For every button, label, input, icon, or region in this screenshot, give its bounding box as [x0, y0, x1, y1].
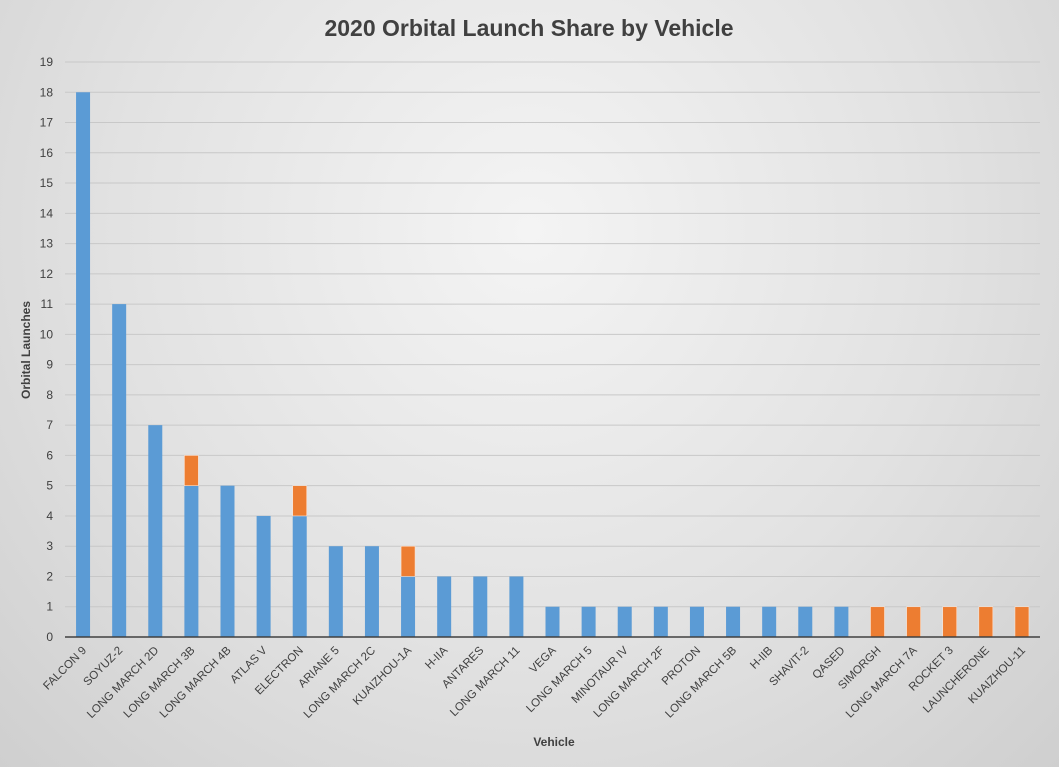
y-tick-label: 8 — [46, 388, 53, 402]
x-tick-label: QASED — [811, 645, 848, 682]
x-axis-label: Vehicle — [533, 735, 575, 749]
bar-segment — [1014, 606, 1030, 638]
bar-segment — [509, 576, 524, 637]
bar-segment — [76, 92, 91, 637]
x-tick-label: LONG MARCH 5B — [663, 644, 739, 720]
x-tick-label: LONG MARCH 4B — [158, 644, 234, 720]
y-tick-label: 18 — [40, 85, 54, 99]
gridlines — [65, 61, 1040, 608]
bar-segment — [184, 485, 199, 637]
bars — [76, 92, 1030, 638]
x-tick-label: VEGA — [528, 644, 559, 675]
bar-segment — [834, 606, 849, 637]
x-tick-label: H-IIA — [423, 644, 450, 671]
x-tick-label: SHAVIT-2 — [767, 645, 811, 689]
y-tick-label: 13 — [40, 237, 54, 251]
y-tick-label: 19 — [40, 55, 54, 69]
bar-segment — [689, 606, 704, 637]
bar-segment — [726, 606, 741, 637]
y-tick-label: 12 — [40, 267, 54, 281]
x-tick-label: LAUNCHERONE — [921, 644, 992, 715]
y-tick-label: 9 — [46, 358, 53, 372]
bar-segment — [617, 606, 632, 637]
y-tick-label: 17 — [40, 116, 54, 130]
bar-segment — [581, 606, 596, 637]
x-tick-label: LONG MARCH 5 — [524, 645, 594, 715]
y-axis-label: Orbital Launches — [19, 301, 33, 399]
bar-segment — [978, 606, 994, 638]
y-tick-label: 5 — [46, 479, 53, 493]
y-tick-label: 2 — [46, 569, 53, 583]
y-tick-label: 7 — [46, 418, 53, 432]
x-tick-label: H-IIB — [748, 644, 775, 671]
bar-segment — [220, 485, 235, 637]
bar-segment — [401, 576, 416, 637]
y-tick-label: 15 — [40, 176, 54, 190]
bar-segment — [400, 545, 416, 577]
bar-segment — [473, 576, 488, 637]
y-tick-label: 6 — [46, 448, 53, 462]
bar-segment — [798, 606, 813, 637]
bar-segment — [545, 606, 560, 637]
x-tick-label: LONG MARCH 11 — [448, 645, 522, 719]
bar-segment — [292, 485, 308, 517]
y-tick-label: 11 — [41, 297, 54, 311]
bar-segment — [328, 546, 343, 637]
x-tick-label: FALCON 9 — [41, 645, 89, 693]
bar-segment — [942, 606, 958, 638]
x-tick-label: LONG MARCH 2F — [592, 645, 667, 720]
y-tick-label: 10 — [40, 327, 54, 341]
bar-segment — [870, 606, 885, 638]
bar-segment — [256, 515, 271, 637]
bar-segment — [112, 304, 127, 637]
bar-segment — [437, 576, 452, 637]
bar-segment — [762, 606, 777, 637]
y-tick-label: 1 — [46, 600, 53, 614]
y-tick-label: 4 — [46, 509, 53, 523]
bar-segment — [653, 606, 668, 637]
bar-segment — [184, 455, 199, 486]
y-tick-label: 0 — [46, 630, 53, 644]
y-tick-label: 16 — [40, 146, 54, 160]
chart-title: 2020 Orbital Launch Share by Vehicle — [324, 15, 733, 41]
bar-segment — [148, 425, 163, 637]
y-tick-label: 3 — [46, 539, 53, 553]
bar-segment — [364, 546, 379, 637]
bar-segment — [292, 515, 307, 637]
y-tick-label: 14 — [40, 206, 54, 220]
bar-segment — [906, 606, 921, 638]
